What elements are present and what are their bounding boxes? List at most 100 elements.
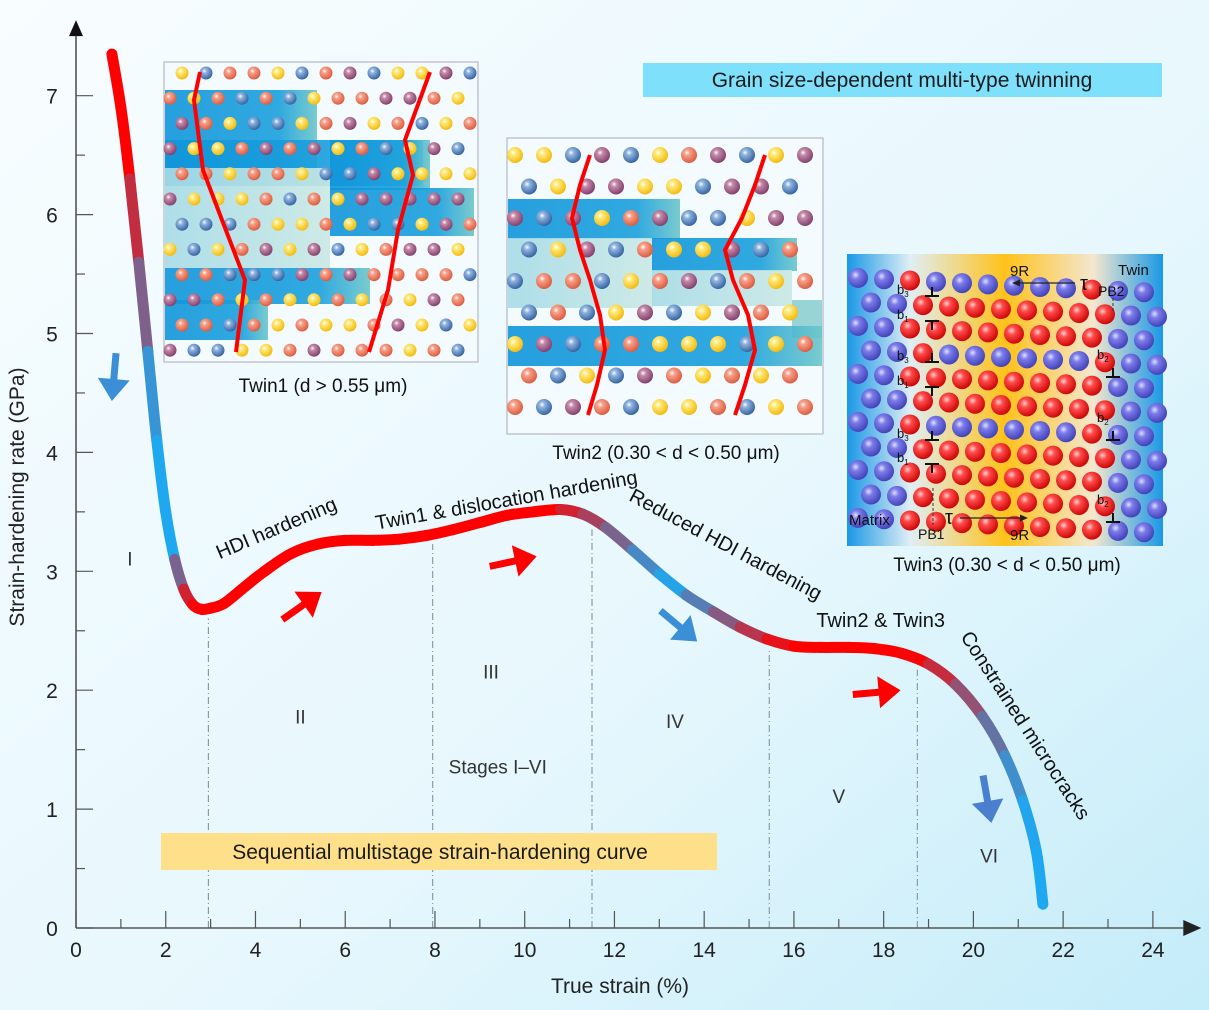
atom xyxy=(565,399,581,415)
atom xyxy=(1095,400,1115,421)
atom xyxy=(965,441,985,462)
atom xyxy=(666,241,682,258)
atom xyxy=(1056,278,1076,299)
inset-twin3-caption: Twin3 (0.30 < d < 0.50 μm) xyxy=(893,555,1120,576)
atom xyxy=(391,116,405,130)
atom xyxy=(1134,522,1154,543)
atom xyxy=(695,304,711,321)
atom xyxy=(926,271,946,292)
twin3-9r-top-label: 9R xyxy=(1010,263,1029,280)
atom xyxy=(623,399,639,415)
atom xyxy=(978,274,998,295)
atom xyxy=(427,343,441,357)
atom xyxy=(1056,518,1076,539)
atom xyxy=(223,318,237,332)
y-ticks: 0 1 2 3 4 5 6 7 xyxy=(46,86,93,941)
atom xyxy=(271,66,285,80)
atom xyxy=(1121,497,1141,518)
atom xyxy=(403,242,417,256)
atom xyxy=(710,336,726,352)
atom xyxy=(782,178,798,195)
curve-segment xyxy=(133,256,154,357)
atom xyxy=(211,242,225,256)
atom xyxy=(223,167,237,181)
twin3-twin-label: Twin xyxy=(1118,262,1149,279)
atom xyxy=(259,242,273,256)
atom xyxy=(355,242,369,256)
atom xyxy=(952,369,972,390)
atom xyxy=(887,293,907,314)
atom xyxy=(271,318,285,332)
atom xyxy=(565,147,581,163)
atom xyxy=(331,192,345,206)
stage-label-III: III xyxy=(483,662,499,683)
atom xyxy=(926,415,946,436)
atom xyxy=(415,167,429,181)
burgers-vector-subscript: 2 xyxy=(1104,418,1109,427)
atom xyxy=(887,437,907,458)
y-axis-title: Strain-hardening rate (GPa) xyxy=(6,367,29,626)
atom xyxy=(1147,450,1167,471)
stage-label-I: I xyxy=(127,549,132,570)
atom xyxy=(415,116,429,130)
atom xyxy=(939,392,959,413)
atom xyxy=(739,273,755,289)
atom xyxy=(978,418,998,439)
curve-segment xyxy=(124,173,145,268)
atom xyxy=(343,66,357,80)
atom xyxy=(271,217,285,231)
atom xyxy=(913,295,933,316)
atom xyxy=(608,241,624,258)
atom xyxy=(681,273,697,289)
atom xyxy=(175,318,189,332)
atom xyxy=(695,367,711,384)
atom xyxy=(797,210,813,226)
atom xyxy=(295,116,309,130)
atom xyxy=(343,318,357,332)
stages-note: Stages I–VI xyxy=(449,757,547,778)
atom xyxy=(637,367,653,384)
atom xyxy=(259,142,273,156)
atom xyxy=(887,485,907,506)
atom xyxy=(848,459,868,480)
atom xyxy=(521,241,537,258)
atom xyxy=(652,399,668,415)
atom xyxy=(271,167,285,181)
atom xyxy=(415,318,429,332)
atom xyxy=(463,66,477,80)
arrow-shape xyxy=(658,607,698,642)
atom xyxy=(331,293,345,307)
atom xyxy=(594,273,610,289)
atom xyxy=(391,167,405,181)
atom xyxy=(952,417,972,438)
atom xyxy=(163,343,177,357)
atom xyxy=(965,345,985,366)
x-tick-label: 2 xyxy=(160,939,172,962)
atom xyxy=(1121,305,1141,326)
atom xyxy=(637,304,653,321)
atom xyxy=(367,268,381,282)
atom xyxy=(1108,472,1128,493)
top-banner-text: Grain size-dependent multi-type twinning xyxy=(712,69,1093,92)
y-tick-label: 1 xyxy=(46,799,58,822)
x-tick-label: 4 xyxy=(250,939,262,962)
atom xyxy=(1043,445,1063,466)
atom xyxy=(507,273,523,289)
atom xyxy=(235,91,249,105)
y-tick-label: 3 xyxy=(46,561,58,584)
atom xyxy=(379,142,393,156)
atom xyxy=(991,347,1011,368)
atom xyxy=(223,66,237,80)
atom xyxy=(579,367,595,384)
atom xyxy=(1147,498,1167,519)
atom xyxy=(451,343,465,357)
atom xyxy=(259,91,273,105)
x-tick-label: 10 xyxy=(513,939,536,962)
atom xyxy=(355,91,369,105)
x-tick-label: 16 xyxy=(782,939,805,962)
atom xyxy=(797,336,813,352)
atom xyxy=(1017,300,1037,321)
atom xyxy=(536,210,552,226)
atom xyxy=(1017,492,1037,513)
atom xyxy=(415,217,429,231)
